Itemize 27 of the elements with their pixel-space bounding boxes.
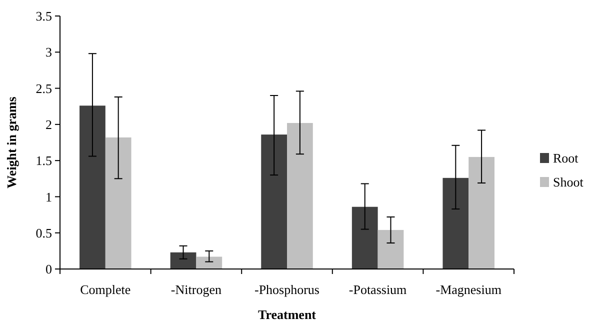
x-tick-label: -Phosphorus [254,282,320,297]
y-tick-label: 2.5 [36,80,52,96]
y-tick-label: 2 [46,116,52,132]
x-tick-label: -Nitrogen [170,282,222,297]
x-tick-label: -Potassium [348,282,407,297]
y-tick-label: 1.5 [36,153,52,168]
bar [442,178,469,269]
bar [287,122,313,269]
bar [352,206,378,269]
x-tick-label: Complete [80,282,131,297]
bar [170,252,196,269]
bar [80,106,106,269]
legend-label: Root [553,150,579,166]
y-tick-label: 0 [46,262,52,277]
y-tick-label: 3 [46,44,52,60]
y-axis-title: Weight in grams [4,96,19,188]
bar [196,256,222,269]
bar [468,156,494,269]
x-axis-title: Treatment [258,307,317,322]
legend-label: Shoot [553,174,584,190]
y-tick-label: 1 [46,189,52,204]
y-tick-label: 0.5 [36,225,52,240]
bar [261,134,287,269]
y-tick-label: 3.5 [36,8,52,24]
bar [105,137,132,269]
x-tick-label: -Magnesium [436,282,502,297]
bar [378,230,404,269]
